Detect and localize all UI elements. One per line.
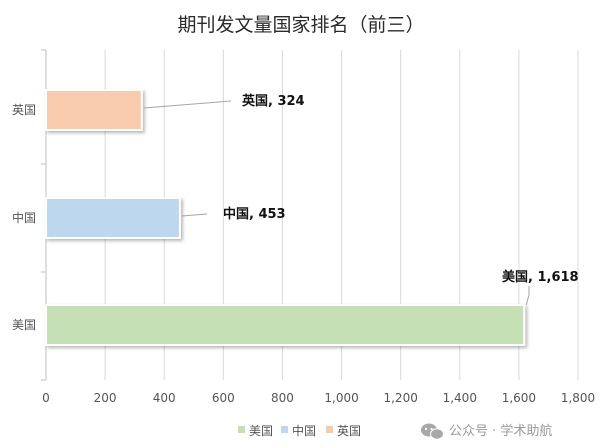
legend-swatch <box>238 426 245 433</box>
gridlines <box>104 50 579 380</box>
x-tick-label: 1,800 <box>561 391 595 405</box>
legend-entry: 美国 <box>249 424 273 438</box>
legend-swatch <box>326 426 333 433</box>
x-tick-label: 0 <box>42 391 50 405</box>
x-tick-label: 1,000 <box>324 391 358 405</box>
leader-line <box>143 100 232 109</box>
y-category-label: 英国 <box>12 103 36 117</box>
x-tick-label: 200 <box>94 391 117 405</box>
data-label: 美国, 1,618 <box>502 269 579 285</box>
x-tick-label: 1,400 <box>443 391 477 405</box>
x-tick-label: 800 <box>271 391 294 405</box>
chart-title: 期刊发文量国家排名（前三） <box>177 14 424 36</box>
legend-entry: 中国 <box>292 423 316 438</box>
legend-entry: 英国 <box>337 424 361 438</box>
leader-line <box>181 213 208 217</box>
bar <box>45 304 526 346</box>
data-label: 中国, 453 <box>223 206 286 222</box>
x-tick-label: 400 <box>153 391 176 405</box>
x-tick-label: 600 <box>212 391 235 405</box>
y-category-label: 中国 <box>12 210 36 225</box>
bar <box>45 197 181 239</box>
x-tick-label: 1,600 <box>502 391 536 405</box>
leader-line <box>525 286 530 306</box>
legend: 美国 中国 英国 <box>238 423 361 438</box>
data-label: 英国, 324 <box>241 93 305 109</box>
wechat-icon <box>421 423 444 440</box>
watermark-text: 公众号 · 学术助航 <box>449 423 552 439</box>
data-labels: 美国, 1,618 中国, 453 英国, 324 <box>223 93 579 285</box>
leader-lines <box>143 100 530 306</box>
x-tick-label: 1,200 <box>383 391 417 405</box>
y-category-label: 美国 <box>12 318 36 332</box>
bars <box>45 89 526 346</box>
legend-swatch <box>281 426 288 433</box>
bar <box>45 89 143 131</box>
watermark: 公众号 · 学术助航 <box>421 423 552 440</box>
